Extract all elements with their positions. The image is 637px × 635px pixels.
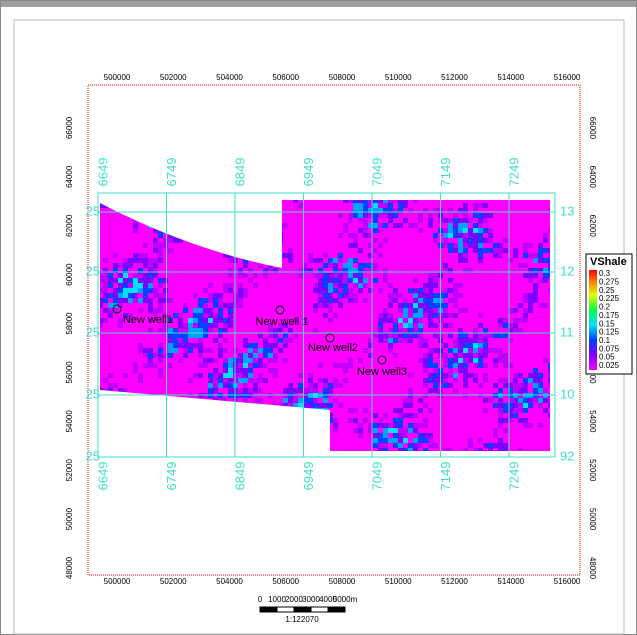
x-label-top: 516000 — [554, 73, 581, 82]
y-label-left: 64000 — [65, 165, 74, 188]
inline-label: 7149 — [438, 462, 453, 491]
y-label-left: 60000 — [65, 263, 74, 286]
scale-segment — [311, 607, 328, 612]
y-label-left: 58000 — [65, 312, 74, 335]
x-label-bottom: 506000 — [272, 577, 299, 586]
scale-label: 2000 — [285, 595, 303, 604]
inline-label: 6949 — [301, 462, 316, 491]
inline-label: 6949 — [301, 158, 316, 187]
scale-label: 0 — [258, 595, 263, 604]
crossline-label: 10 — [560, 386, 574, 401]
x-label-top: 512000 — [441, 73, 468, 82]
inline-label: 7049 — [369, 462, 384, 491]
y-label-right: 66000 — [588, 117, 597, 140]
scale-segment — [277, 607, 294, 612]
y-label-right: 62000 — [588, 215, 597, 238]
inline-label: 7249 — [506, 462, 521, 491]
inline-label: 6849 — [232, 462, 247, 491]
inline-label: 7149 — [438, 158, 453, 187]
well-label: New well 1 — [255, 316, 308, 328]
inline-label: 6749 — [164, 158, 179, 187]
x-label-bottom: 516000 — [554, 577, 581, 586]
y-label-left: 56000 — [65, 361, 74, 384]
x-label-top: 500000 — [104, 73, 131, 82]
crossline-label: 11 — [560, 324, 574, 339]
inline-label: 6849 — [232, 158, 247, 187]
y-label-left: 52000 — [65, 459, 74, 482]
y-label-left: 66000 — [65, 116, 74, 139]
scale-label: 1000 — [268, 595, 286, 604]
y-label-left: 48000 — [65, 556, 74, 579]
crossline-label: 12 — [560, 263, 574, 278]
left-label: 25 — [86, 203, 100, 218]
x-label-bottom: 504000 — [216, 577, 243, 586]
scale-ratio: 1:122070 — [285, 615, 319, 624]
y-label-right: 52000 — [588, 459, 597, 482]
crossline-label: 13 — [560, 203, 574, 218]
y-label-right: 64000 — [588, 166, 597, 189]
window-top-bar — [1, 1, 636, 7]
well-label: New well2 — [308, 342, 358, 354]
x-label-bottom: 500000 — [104, 577, 131, 586]
left-label: 25 — [86, 386, 100, 401]
well-label: New well3 — [357, 366, 407, 378]
x-label-top: 508000 — [329, 73, 356, 82]
y-label-left: 54000 — [65, 410, 74, 433]
x-label-bottom: 502000 — [160, 577, 187, 586]
inline-label: 7249 — [506, 158, 521, 187]
y-label-right: 48000 — [588, 557, 597, 580]
x-label-top: 506000 — [272, 73, 299, 82]
map-window: 6649 6649 6749 6749 6849 6849 6949 6949 7049 7049… — [0, 0, 637, 635]
inline-label: 6749 — [164, 462, 179, 491]
x-label-top: 504000 — [216, 73, 243, 82]
y-label-left: 50000 — [65, 507, 74, 530]
scale-segment — [260, 607, 277, 612]
scale-label: 3000 — [302, 595, 320, 604]
y-label-right: 54000 — [588, 410, 597, 433]
x-label-top: 502000 — [160, 73, 187, 82]
x-label-top: 514000 — [497, 73, 524, 82]
inline-label: 6649 — [95, 462, 110, 491]
crossline-label: 92 — [560, 448, 574, 463]
y-label-right: 50000 — [588, 508, 597, 531]
x-label-bottom: 514000 — [497, 577, 524, 586]
legend-colorbar — [589, 270, 597, 370]
y-label-left: 62000 — [65, 214, 74, 237]
inline-label: 7049 — [369, 158, 384, 187]
left-label: 25 — [86, 324, 100, 339]
scale-label: 5000m — [333, 595, 358, 604]
legend-label: 0.025 — [599, 361, 620, 370]
left-label: 25 — [86, 263, 100, 278]
well-label: New well1 — [123, 314, 173, 326]
x-label-bottom: 512000 — [441, 577, 468, 586]
x-label-bottom: 510000 — [385, 577, 412, 586]
x-label-top: 510000 — [385, 73, 412, 82]
x-label-bottom: 508000 — [329, 577, 356, 586]
inline-label: 6649 — [95, 158, 110, 187]
scale-segment — [328, 607, 345, 612]
left-label: 25 — [86, 448, 100, 463]
legend-title: VShale — [590, 256, 627, 268]
scale-segment — [294, 607, 311, 612]
